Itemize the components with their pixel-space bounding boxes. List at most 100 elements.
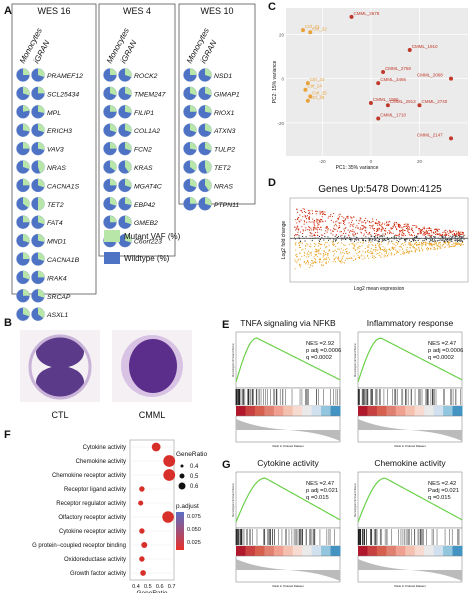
gene-label: MND1	[47, 239, 66, 246]
ranked-metric	[236, 559, 340, 581]
ma-point	[340, 260, 342, 262]
ma-point	[314, 245, 316, 247]
ma-point	[311, 259, 313, 261]
monocyte-pie-vaf	[23, 178, 30, 186]
ma-point	[350, 221, 352, 223]
ma-point	[455, 230, 457, 232]
ma-point	[411, 244, 413, 246]
ma-point	[313, 229, 315, 231]
ma-point	[354, 245, 356, 247]
ma-point	[409, 228, 411, 230]
ma-point	[343, 221, 345, 223]
ma-point	[412, 224, 414, 226]
ma-point	[378, 241, 380, 243]
ma-point	[396, 250, 398, 252]
ma-point	[375, 233, 377, 235]
gene-label: TMEM247	[134, 91, 166, 98]
ma-point	[311, 235, 313, 237]
ma-point	[441, 236, 443, 238]
ma-point	[438, 243, 440, 245]
ma-point	[331, 215, 333, 217]
ma-point	[321, 216, 323, 218]
ma-point	[424, 234, 426, 236]
ma-point	[295, 219, 297, 221]
ma-point	[371, 218, 373, 220]
ma-point	[428, 229, 430, 231]
ma-point	[402, 252, 404, 254]
igran-pie-vaf	[125, 86, 132, 96]
cell-label: CTL	[51, 410, 68, 420]
ma-point	[421, 241, 423, 243]
ma-frame	[289, 197, 469, 283]
ma-point	[345, 257, 347, 259]
ma-point	[312, 261, 314, 263]
ma-point	[298, 228, 300, 230]
ma-point	[353, 223, 355, 225]
ma-point	[328, 215, 330, 217]
ma-point	[461, 231, 463, 233]
ma-point	[387, 223, 389, 225]
ma-point	[392, 232, 394, 234]
ma-point	[368, 239, 370, 241]
ma-point	[382, 228, 384, 230]
gene-label: EBP42	[134, 202, 155, 209]
ma-point	[404, 242, 406, 244]
ma-point	[451, 246, 453, 248]
ma-point	[406, 226, 408, 228]
ma-point	[397, 242, 399, 244]
igran-pie-vaf	[38, 142, 45, 150]
ma-point	[337, 257, 339, 259]
ma-point	[445, 241, 447, 243]
ma-point	[444, 236, 446, 238]
ma-point	[306, 256, 308, 258]
ma-point	[463, 234, 465, 236]
ma-point	[311, 233, 313, 235]
ma-point	[310, 246, 312, 248]
ma-point	[300, 264, 302, 266]
ma-point	[304, 221, 306, 223]
ma-point	[350, 216, 352, 218]
ma-point	[299, 258, 301, 260]
rank-bar-segment	[433, 546, 444, 556]
ma-point	[400, 245, 402, 247]
ma-point	[349, 236, 351, 238]
ma-point	[351, 239, 353, 241]
ma-point	[303, 223, 305, 225]
ma-point	[459, 232, 461, 234]
ma-point	[361, 228, 363, 230]
ma-point	[447, 231, 449, 233]
ma-title: Genes Up:5478 Down:4125	[318, 184, 442, 195]
ma-point	[422, 227, 424, 229]
ma-point	[373, 235, 375, 237]
ma-point	[441, 245, 443, 247]
ma-point	[424, 241, 426, 243]
ma-point	[454, 235, 456, 237]
gene-label: TULP2	[214, 147, 235, 154]
ma-point	[438, 246, 440, 248]
ma-point	[363, 255, 365, 257]
ma-point	[363, 241, 365, 243]
ma-point	[372, 225, 374, 227]
ma-point	[407, 229, 409, 231]
ma-point	[451, 236, 453, 238]
ma-point	[386, 255, 388, 257]
ma-point	[344, 219, 346, 221]
ma-point	[354, 239, 356, 241]
ma-point	[351, 258, 353, 260]
ma-point	[395, 234, 397, 236]
ma-point	[415, 248, 417, 250]
rank-bar-segment	[443, 546, 454, 556]
ma-point	[440, 239, 442, 241]
ma-point	[404, 235, 406, 237]
ma-point	[370, 252, 372, 254]
ma-point	[324, 211, 326, 213]
hits-frame	[357, 527, 463, 547]
ma-point	[308, 221, 310, 223]
ma-point	[436, 234, 438, 236]
ma-point	[448, 239, 450, 241]
ma-point	[365, 227, 367, 229]
rank-bar-segment	[292, 406, 303, 416]
ma-point	[314, 235, 316, 237]
ma-point	[441, 235, 443, 237]
ma-point	[377, 249, 379, 251]
